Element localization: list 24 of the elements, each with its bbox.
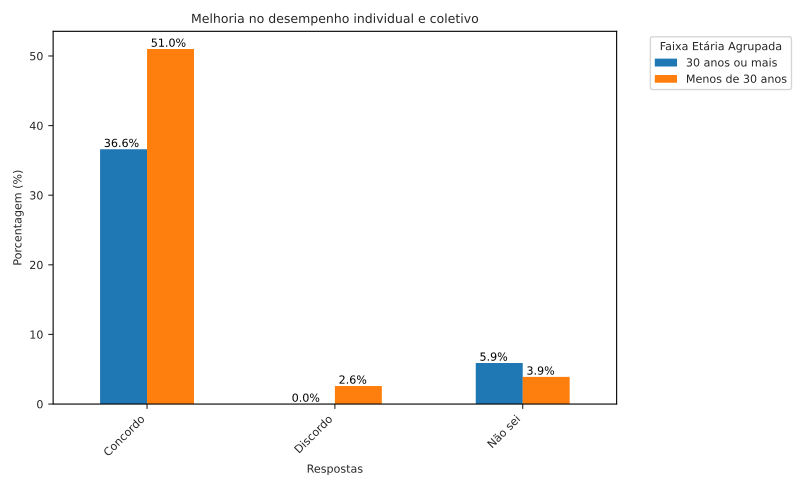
data-label: 51.0% xyxy=(152,38,186,47)
chart-title: Melhoria no desempenho individual e coletivo xyxy=(192,13,478,26)
legend-title: Faixa Etária Agrupada xyxy=(660,41,782,52)
y-tick-label: 20 xyxy=(30,260,43,270)
y-tick-label: 50 xyxy=(30,52,43,60)
bar xyxy=(334,386,382,404)
y-tick-label: 10 xyxy=(30,330,43,339)
data-label: 3.9% xyxy=(527,366,554,375)
x-tick-label: Não sei xyxy=(486,414,520,448)
x-axis-title: Respostas xyxy=(308,464,363,475)
bar xyxy=(100,149,148,404)
data-label: 36.6% xyxy=(104,138,139,148)
y-tick-label: 0 xyxy=(37,400,43,408)
bar xyxy=(147,49,194,404)
y-tick-label: 30 xyxy=(30,191,43,200)
legend-label: Menos de 30 anos xyxy=(687,74,786,83)
legend-label: 30 anos ou mais xyxy=(686,58,777,67)
bar xyxy=(476,362,523,404)
data-label: 5.9% xyxy=(480,352,508,361)
y-tick-label: 40 xyxy=(30,122,43,130)
data-label: 2.6% xyxy=(339,375,366,384)
bar xyxy=(522,376,570,404)
data-label: 0.0% xyxy=(292,393,320,402)
y-axis-title: Porcentagem (%) xyxy=(12,170,24,265)
